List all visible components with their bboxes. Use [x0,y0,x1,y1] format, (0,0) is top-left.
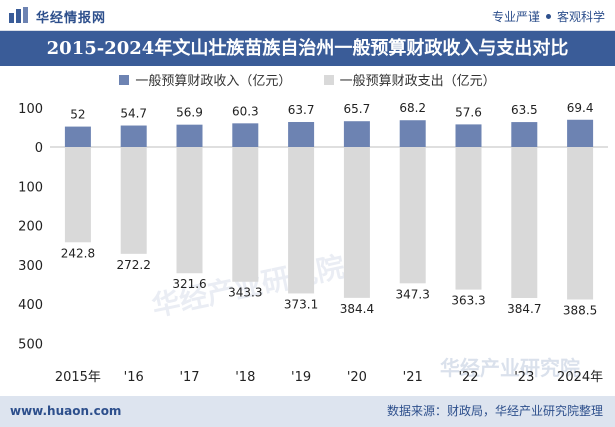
chart-title: 2015-2024年文山壮族苗族自治州一般预算财政收入与支出对比 [0,31,615,66]
x-tick-label: '16 [124,370,144,385]
income-value-label: 57.6 [455,105,482,119]
income-bar [399,120,426,147]
slogan-left: 专业严谨 [491,10,540,24]
expense-bar [120,147,147,254]
y-tick-label: 100 [18,180,43,195]
site-name: 华经情报网 [36,11,107,26]
income-bar [176,124,203,147]
y-tick-label: 500 [18,337,43,352]
x-tick-label: '21 [403,370,423,385]
income-value-label: 54.7 [120,107,147,121]
huajing-logo-icon [9,7,28,23]
x-tick-label: 2024年 [557,370,603,385]
expense-bar [232,147,259,282]
x-tick-label: '22 [458,370,478,385]
income-value-label: 69.4 [567,101,594,115]
expense-value-label: 363.3 [451,294,485,308]
expense-value-label: 343.3 [228,286,262,300]
income-bar [288,121,315,147]
y-tick-label: 400 [18,298,43,313]
legend-item-income: 一般预算财政收入（亿元） [119,70,291,89]
x-tick-label: '18 [235,370,255,385]
expense-value-label: 242.8 [61,246,95,260]
expense-value-label: 384.4 [340,302,374,316]
expense-bar [176,147,203,274]
expense-value-label: 321.6 [172,277,206,291]
income-bar [64,126,91,147]
income-bar [567,119,594,147]
footer-url[interactable]: www.huaon.com [10,404,122,418]
income-value-label: 52 [70,108,85,122]
expense-bar [343,147,370,298]
income-value-label: 63.7 [288,103,315,117]
expense-bar [288,147,315,294]
income-value-label: 65.7 [344,102,371,116]
legend-label-expense: 一般预算财政支出（亿元） [339,74,496,89]
expense-value-label: 384.7 [507,302,541,316]
legend-label-income: 一般预算财政收入（亿元） [135,74,292,89]
top-bar: 华经情报网 专业严谨 客观科学 [0,0,615,31]
expense-value-label: 272.2 [117,258,151,272]
x-tick-label: '17 [179,370,199,385]
slogan-right: 客观科学 [556,10,605,24]
y-tick-label: 100 [18,102,43,117]
x-tick-label: '23 [514,370,534,385]
income-bar [343,121,370,147]
income-bar [120,125,147,147]
income-value-label: 56.9 [176,106,203,120]
bullet-icon [545,14,551,19]
legend-swatch-expense [323,74,334,85]
expense-bar [64,147,91,243]
legend-item-expense: 一般预算财政支出（亿元） [323,70,496,89]
income-bar [511,122,538,147]
income-bar [455,124,482,147]
income-value-label: 63.5 [511,103,538,117]
expense-value-label: 388.5 [563,303,597,317]
expense-bar [567,147,594,300]
footer: www.huaon.com 数据来源：财政局，华经产业研究院整理 [0,396,615,427]
income-bar [232,123,259,147]
y-tick-label: 300 [18,259,43,274]
x-tick-label: '19 [291,370,311,385]
expense-bar [455,147,482,290]
legend-swatch-income [119,74,130,85]
footer-source: 数据来源：财政局，华经产业研究院整理 [386,404,603,418]
slogan: 专业严谨 客观科学 [492,8,605,25]
x-tick-label: 2015年 [55,370,101,385]
expense-bar [399,147,426,284]
y-tick-label: 0 [35,141,43,156]
income-value-label: 60.3 [232,104,259,118]
y-tick-label: 200 [18,220,43,235]
expense-value-label: 347.3 [396,287,430,301]
expense-value-label: 373.1 [284,297,318,311]
chart-legend: 一般预算财政收入（亿元） 一般预算财政支出（亿元） [0,70,615,92]
x-tick-label: '20 [347,370,367,385]
income-value-label: 68.2 [399,101,426,115]
expense-bar [511,147,538,298]
